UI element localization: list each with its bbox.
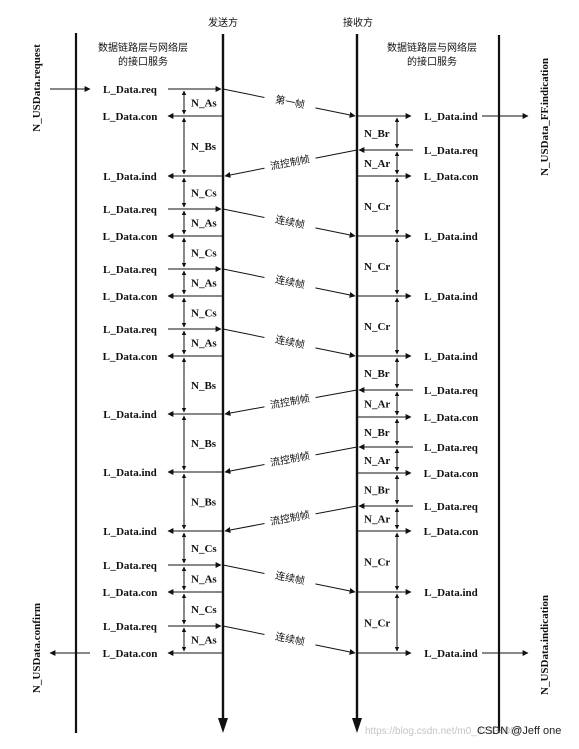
sender-timer-label: N_As [191, 635, 217, 647]
sender-timer-label: N_As [191, 98, 217, 110]
left-primitive-label: L_Data.ind [103, 171, 157, 183]
frame-label-bg [263, 209, 318, 233]
right-primitive-label: L_Data.ind [424, 111, 478, 123]
n-usdata-confirm-label: N_USData.confirm [31, 603, 43, 693]
watermark-url: https://blog.csdn.net/m0_47334080 [365, 726, 522, 737]
receiver-header: 接收方 [343, 16, 373, 29]
frame-label-bg [262, 150, 317, 173]
receiver-timer-label: N_Ar [364, 399, 390, 411]
receiver-timer-label: N_Ar [364, 455, 390, 467]
frame-label-bg [263, 269, 318, 293]
left-primitive-label: L_Data.con [103, 648, 158, 660]
timer-group: N_As N_Bs N_Cs N_As N_Cs N_As N_Cs N_As N_Bs N_Bs… [181, 90, 400, 652]
right-primitive-label: L_Data.ind [424, 648, 478, 660]
sender-header: 发送方 [208, 16, 238, 29]
left-primitive-label: L_Data.con [103, 351, 158, 363]
receiver-timer-label: N_Br [364, 427, 390, 439]
right-primitive-label: L_Data.con [424, 412, 479, 424]
left-primitive-label: L_Data.ind [103, 526, 157, 538]
receiver-timer-label: N_Cr [364, 201, 390, 213]
right-primitive-label: L_Data.con [424, 526, 479, 538]
receiver-timer-label: N_Br [364, 485, 390, 497]
frame-label-bg [262, 505, 317, 529]
left-primitive-label: L_Data.req [103, 204, 158, 216]
right-primitive-label: L_Data.ind [424, 231, 478, 243]
receiver-timer-label: N_Cr [364, 618, 390, 630]
frame-label-bg [262, 389, 317, 412]
n-usdata-ff-indication-label: N_USData_FF.indication [539, 58, 551, 176]
receiver-lifeline-arrowhead [352, 718, 362, 733]
receiver-timer-label: N_Cr [364, 557, 390, 569]
sender-timer-label: N_As [191, 278, 217, 290]
right-primitive-group: L_Data.ind L_Data.req L_Data.con L_Data.ind… [357, 111, 479, 660]
sender-timer-label: N_Bs [191, 141, 217, 153]
receiver-timer-label: N_Ar [364, 158, 390, 170]
sender-timer-label: N_Bs [191, 438, 217, 450]
frame-label-bg [263, 89, 318, 113]
right-service-title-2: 的接口服务 [407, 55, 457, 68]
sender-timer-label: N_As [191, 574, 217, 586]
sender-timer-label: N_Cs [191, 248, 217, 260]
left-primitive-label: L_Data.con [103, 587, 158, 599]
left-primitive-label: L_Data.req [103, 324, 158, 336]
right-primitive-label: L_Data.req [424, 145, 479, 157]
right-primitive-label: L_Data.req [424, 385, 479, 397]
sender-timer-label: N_Bs [191, 380, 217, 392]
sender-timer-label: N_Cs [191, 308, 217, 320]
left-primitive-label: L_Data.req [103, 560, 158, 572]
right-primitive-label: L_Data.ind [424, 351, 478, 363]
left-primitive-label: L_Data.req [103, 84, 158, 96]
frame-label-bg [262, 446, 317, 470]
right-primitive-label: L_Data.req [424, 442, 479, 454]
receiver-timer-label: N_Cr [364, 321, 390, 333]
left-primitive-label: L_Data.req [103, 621, 158, 633]
frame-label-bg [263, 626, 318, 650]
sender-timer-label: N_Cs [191, 543, 217, 555]
left-primitive-group: L_Data.req L_Data.con L_Data.ind L_Data.req… [103, 84, 223, 660]
csdn-credit: CSDN @Jeff one [477, 725, 561, 737]
left-service-title-1: 数据链路层与网络层 [98, 41, 188, 54]
right-primitive-label: L_Data.req [424, 501, 479, 513]
frame-label-bg [263, 565, 318, 589]
left-primitive-label: L_Data.con [103, 291, 158, 303]
left-primitive-label: L_Data.ind [103, 467, 157, 479]
n-usdata-indication-label: N_USData.indication [539, 595, 551, 695]
receiver-timer-label: N_Br [364, 368, 390, 380]
sender-timer-label: N_Cs [191, 188, 217, 200]
sender-timer-label: N_Bs [191, 497, 217, 509]
right-primitive-label: L_Data.ind [424, 587, 478, 599]
frame-label-bg [263, 329, 318, 353]
receiver-timer-label: N_Cr [364, 261, 390, 273]
right-primitive-label: L_Data.con [424, 468, 479, 480]
n-usdata-request-label: N_USData.request [31, 44, 43, 132]
sender-lifeline-arrowhead [218, 718, 228, 733]
left-service-title-2: 的接口服务 [118, 55, 168, 68]
left-primitive-label: L_Data.req [103, 264, 158, 276]
left-primitive-label: L_Data.con [103, 231, 158, 243]
sender-timer-label: N_Cs [191, 604, 217, 616]
receiver-timer-label: N_Br [364, 128, 390, 140]
right-service-title-1: 数据链路层与网络层 [387, 41, 477, 54]
receiver-timer-label: N_Ar [364, 514, 390, 526]
left-primitive-label: L_Data.con [103, 111, 158, 123]
sender-timer-label: N_As [191, 338, 217, 350]
right-primitive-label: L_Data.con [424, 171, 479, 183]
right-primitive-label: L_Data.ind [424, 291, 478, 303]
left-primitive-label: L_Data.ind [103, 409, 157, 421]
sender-timer-label: N_As [191, 218, 217, 230]
